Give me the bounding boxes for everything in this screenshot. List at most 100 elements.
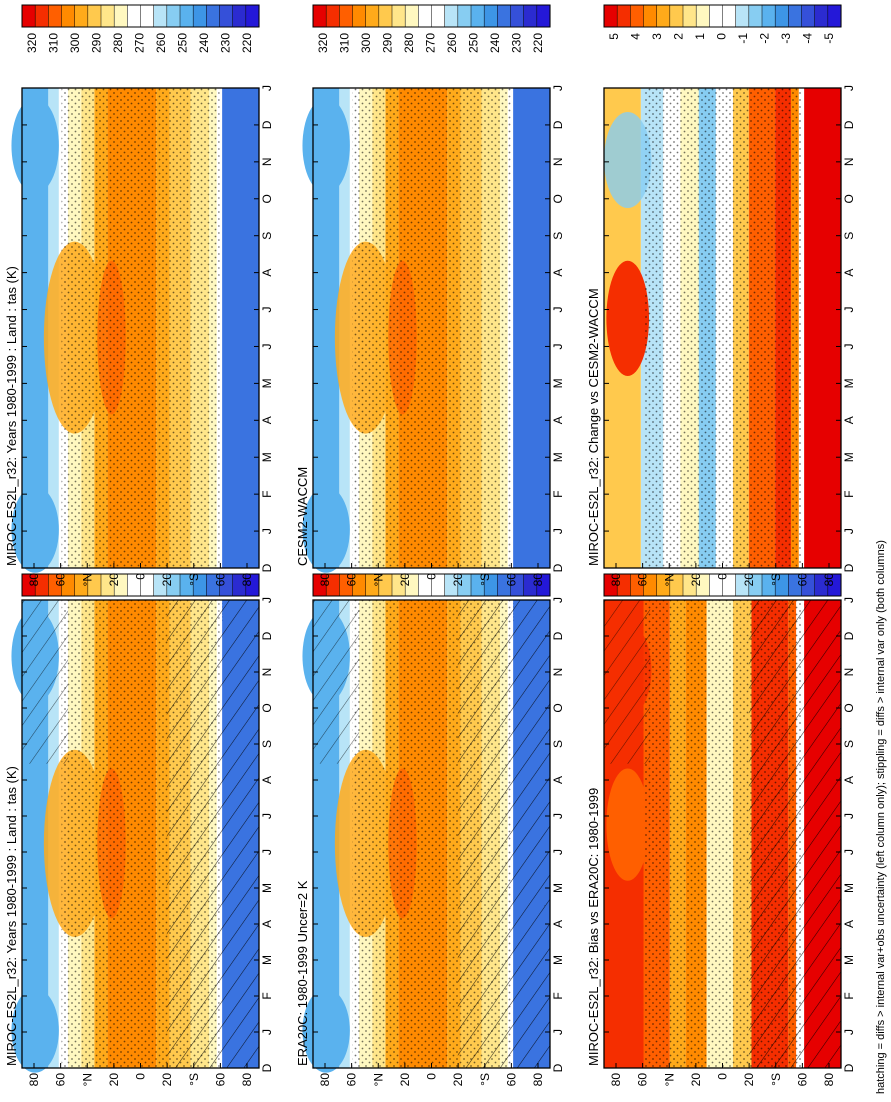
y-tick-label: 80 bbox=[531, 573, 545, 587]
colorbar-tick-label: 5 bbox=[607, 33, 621, 40]
x-tick-label: D bbox=[551, 631, 565, 640]
colorbar-swatch bbox=[113, 4, 128, 28]
x-tick-label: D bbox=[551, 1063, 565, 1072]
figure-footnote: hatching = diffs > internal var+obs unce… bbox=[875, 540, 887, 1094]
stippling-overlay bbox=[643, 88, 802, 568]
y-tick-label: 20 bbox=[451, 573, 465, 587]
y-tick-label: 80 bbox=[318, 573, 332, 587]
x-tick-label: A bbox=[260, 920, 274, 928]
y-tick-label: °S bbox=[187, 573, 201, 586]
x-tick-label: J bbox=[260, 343, 274, 349]
x-tick-label: J bbox=[842, 343, 856, 349]
y-tick-label: 80 bbox=[27, 1073, 41, 1087]
colorbar-tick-label: 230 bbox=[510, 33, 524, 53]
colorbar-swatch bbox=[616, 4, 631, 28]
colorbar-swatch bbox=[656, 4, 671, 28]
heatmap-field bbox=[604, 88, 841, 568]
y-tick-label: 80 bbox=[609, 573, 623, 587]
heatmap-field bbox=[302, 600, 550, 1073]
y-tick-label: °S bbox=[478, 1073, 492, 1086]
x-tick-label: S bbox=[842, 740, 856, 748]
x-tick-label: J bbox=[260, 85, 274, 91]
x-tick-label: N bbox=[842, 158, 856, 167]
colorbar-tick-label: 270 bbox=[133, 33, 147, 53]
colorbar-swatch bbox=[457, 4, 472, 28]
colorbar-swatch bbox=[21, 4, 36, 28]
winter-cold-region bbox=[11, 97, 59, 194]
x-tick-label: F bbox=[260, 992, 274, 999]
x-tick-label: D bbox=[842, 631, 856, 640]
y-tick-label: 60 bbox=[213, 1073, 227, 1087]
colorbar-tick-label: 280 bbox=[402, 33, 416, 53]
y-tick-label: 80 bbox=[531, 1073, 545, 1087]
x-tick-label: S bbox=[551, 232, 565, 240]
y-tick-label: 80 bbox=[822, 1073, 836, 1087]
x-tick-label: A bbox=[842, 416, 856, 424]
colorbar-swatch bbox=[444, 4, 459, 28]
colorbar-frame bbox=[603, 573, 842, 597]
y-tick-label: 60 bbox=[345, 573, 359, 587]
x-tick-label: A bbox=[260, 416, 274, 424]
x-tick-label: O bbox=[842, 703, 856, 712]
colorbar-tick-label: 2 bbox=[671, 33, 685, 40]
x-tick-label: J bbox=[842, 597, 856, 603]
y-tick-label: 20 bbox=[107, 1073, 121, 1087]
colorbar-tick-label: 1 bbox=[693, 33, 707, 40]
x-tick-label: M bbox=[551, 883, 565, 893]
x-tick-label: J bbox=[842, 307, 856, 313]
x-tick-label: M bbox=[260, 955, 274, 965]
colorbar-swatch bbox=[232, 4, 247, 28]
x-tick-label: D bbox=[260, 563, 274, 572]
x-tick-label: A bbox=[260, 269, 274, 277]
colorbar-swatch bbox=[418, 4, 433, 28]
y-tick-label: 20 bbox=[689, 1073, 703, 1087]
colorbar-tick-label: 320 bbox=[25, 33, 39, 53]
y-tick-label: 60 bbox=[504, 1073, 518, 1087]
colorbar-swatch bbox=[814, 4, 829, 28]
y-tick-label: °S bbox=[187, 1073, 201, 1086]
x-tick-label: J bbox=[842, 1029, 856, 1035]
colorbar-swatch bbox=[352, 4, 367, 28]
colorbar-tick-label: -1 bbox=[736, 33, 750, 44]
colorbar-tick-label: 300 bbox=[68, 33, 82, 53]
colorbar-swatch bbox=[643, 4, 658, 28]
colorbar-swatch bbox=[497, 4, 512, 28]
colorbar-tick-label: 3 bbox=[650, 33, 664, 40]
colorbar-swatch bbox=[87, 4, 102, 28]
colorbar-swatch bbox=[365, 4, 380, 28]
x-tick-label: A bbox=[842, 269, 856, 277]
colorbar-tick-label: 220 bbox=[531, 33, 545, 53]
x-tick-label: M bbox=[551, 378, 565, 388]
colorbar-tick-label: 310 bbox=[46, 33, 60, 53]
y-tick-label: 0 bbox=[425, 1073, 439, 1080]
y-tick-label: 20 bbox=[398, 573, 412, 587]
colorbar-swatch bbox=[735, 4, 750, 28]
colorbar-swatch bbox=[192, 4, 207, 28]
hatching-overlay bbox=[748, 600, 841, 1068]
colorbar-tick-label: 240 bbox=[488, 33, 502, 53]
panel-p3: 320310300290280270260250240230220DJFMAMJ… bbox=[295, 573, 565, 1087]
y-tick-label: °S bbox=[769, 573, 783, 586]
x-tick-label: A bbox=[842, 920, 856, 928]
colorbar-frame bbox=[603, 4, 842, 28]
colorbar-swatch bbox=[378, 4, 393, 28]
colorbar-swatch bbox=[34, 4, 49, 28]
colorbar-swatch bbox=[682, 4, 697, 28]
panel-p1: 320310300290280270260250240230220DJFMAMJ… bbox=[4, 573, 274, 1087]
y-tick-label: 20 bbox=[160, 573, 174, 587]
colorbar-tick-label: 310 bbox=[337, 33, 351, 53]
hatching-overlay bbox=[457, 600, 550, 1068]
x-tick-label: S bbox=[551, 740, 565, 748]
stippling-overlay bbox=[61, 88, 220, 568]
colorbar-swatch bbox=[695, 4, 710, 28]
x-tick-label: F bbox=[551, 490, 565, 497]
x-tick-label: J bbox=[260, 307, 274, 313]
heatmap-field bbox=[11, 88, 259, 573]
colorbar-swatch bbox=[74, 4, 89, 28]
stippling-overlay bbox=[352, 88, 511, 568]
y-tick-label: 60 bbox=[795, 1073, 809, 1087]
winter-cold-region bbox=[302, 97, 350, 194]
colorbar-swatch bbox=[603, 4, 618, 28]
x-tick-label: N bbox=[260, 158, 274, 167]
